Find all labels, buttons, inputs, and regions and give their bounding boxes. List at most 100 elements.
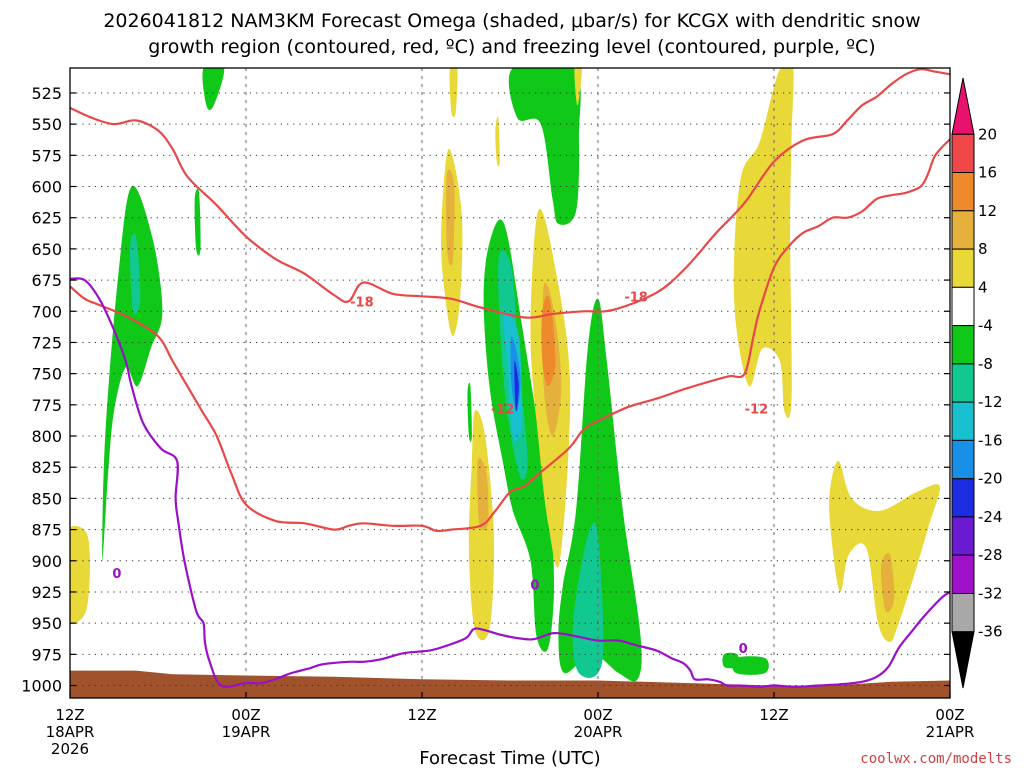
omega-lift-region-7	[477, 457, 489, 531]
contour-label-2: -12	[491, 403, 515, 418]
contour-label-5: 0	[530, 579, 539, 594]
colorbar-label-4: 4	[978, 278, 988, 296]
colorbar-max-triangle	[951, 77, 975, 135]
omega-lift-region-0	[70, 526, 90, 624]
omega-lift-region-4	[495, 116, 500, 167]
colorbar-label-12: -32	[978, 585, 1003, 603]
xtick-label-36-1: 20APR	[574, 723, 623, 741]
contour-label-3: -12	[745, 403, 769, 418]
colorbar-label-0: 20	[978, 125, 997, 143]
colorbar-label-5: -4	[978, 317, 993, 335]
colorbar-box-5	[951, 286, 975, 327]
xtick-label-60-1: 21APR	[926, 723, 975, 741]
ytick-label-950: 950	[31, 614, 62, 633]
ytick-label-875: 875	[31, 521, 62, 540]
colorbar-label-3: 8	[978, 240, 988, 258]
xtick-label-24-0: 12Z	[407, 706, 436, 724]
chart-title-line1: 2026041812 NAM3KM Forecast Omega (shaded…	[103, 10, 920, 32]
colorbar-label-2: 12	[978, 202, 997, 220]
omega-sink-region-12	[467, 382, 472, 442]
plot-area: -18 -18 -12 -12 0 0 0	[69, 67, 951, 699]
contour-0	[70, 277, 950, 688]
colorbar-box-9	[951, 439, 975, 480]
omega-lift-region-13	[880, 552, 895, 613]
contour-minus12	[70, 138, 950, 533]
y-axis: 525 550 575 600 625 650 675 700 725 750 775 800 825 8…	[21, 84, 950, 696]
contour-label-1: -18	[624, 290, 648, 305]
ytick-label-925: 925	[31, 583, 62, 602]
colorbar-box-12	[951, 554, 975, 595]
chart-title-line2: growth region (contoured, red, ºC) and f…	[148, 36, 875, 58]
contours	[70, 68, 950, 688]
ytick-label-650: 650	[31, 240, 62, 259]
colorbar-label-8: -16	[978, 431, 1003, 449]
ytick-label-975: 975	[31, 645, 62, 664]
omega-sink-region-11	[572, 522, 604, 678]
ytick-label-1000: 1000	[21, 677, 62, 696]
colorbar-box-7	[951, 363, 975, 403]
colorbar: 20 16 12 8 4 -4 -8 -12 -16 -20 -24 -28 -32 -36	[951, 77, 1003, 689]
colorbar-label-10: -24	[978, 508, 1003, 526]
omega-sink-region-8	[514, 360, 519, 412]
x-axis-label: Forecast Time (UTC)	[419, 748, 600, 768]
colorbar-label-1: 16	[978, 164, 997, 182]
contour-minus18	[70, 68, 950, 319]
colorbar-box-1	[951, 133, 975, 174]
omega-lift-region-10	[541, 295, 556, 387]
colorbar-box-2	[951, 172, 975, 212]
ytick-label-775: 775	[31, 396, 62, 415]
omega-sink-region-2	[202, 68, 225, 111]
omega-lift-region-5	[574, 68, 582, 106]
colorbar-min-triangle	[951, 631, 975, 689]
omega-sink-region-3	[194, 188, 201, 256]
colorbar-label-6: -8	[978, 355, 993, 373]
ytick-label-675: 675	[31, 271, 62, 290]
ytick-label-825: 825	[31, 458, 62, 477]
omega-sink-region-14	[732, 656, 769, 675]
colorbar-box-11	[951, 516, 975, 556]
ytick-label-575: 575	[31, 146, 62, 165]
ytick-label-625: 625	[31, 209, 62, 228]
ytick-label-750: 750	[31, 365, 62, 384]
omega-lift-region-3	[449, 68, 458, 118]
xtick-label-36-0: 00Z	[583, 706, 612, 724]
ytick-label-800: 800	[31, 427, 62, 446]
ytick-label-600: 600	[31, 178, 62, 197]
xtick-label-0-2: 2026	[51, 740, 89, 758]
omega-lift-region-2	[446, 169, 455, 267]
colorbar-box-10	[951, 478, 975, 518]
omega-sink-region-1	[130, 233, 141, 315]
colorbar-label-9: -20	[978, 470, 1003, 488]
contour-label-4: 0	[112, 567, 121, 582]
colorbar-box-13	[951, 593, 975, 633]
xtick-label-12-0: 00Z	[231, 706, 260, 724]
colorbar-label-7: -12	[978, 393, 1003, 411]
colorbar-label-13: -36	[978, 623, 1003, 641]
contour-label-6: 0	[739, 642, 748, 657]
colorbar-box-8	[951, 401, 975, 441]
omega-lift-region-12	[829, 460, 941, 642]
grid	[70, 68, 950, 698]
ytick-label-850: 850	[31, 489, 62, 508]
colorbar-box-4	[951, 248, 975, 288]
credit-text[interactable]: coolwx.com/modelts	[860, 751, 1012, 767]
ytick-label-700: 700	[31, 302, 62, 321]
plot-frame	[69, 67, 951, 699]
omega-sink-region-9	[508, 68, 581, 225]
xtick-label-0-1: 18APR	[46, 723, 95, 741]
colorbar-label-11: -28	[978, 546, 1003, 564]
terrain-band	[70, 670, 950, 698]
ytick-label-900: 900	[31, 552, 62, 571]
omega-shading	[70, 68, 941, 682]
xtick-label-48-0: 12Z	[759, 706, 788, 724]
xtick-label-12-1: 19APR	[222, 723, 271, 741]
xtick-label-60-0: 00Z	[935, 706, 964, 724]
xtick-label-0-0: 12Z	[55, 706, 84, 724]
contour-labels: -18 -18 -12 -12 0 0 0	[112, 290, 768, 657]
terrain	[70, 670, 950, 698]
ytick-label-725: 725	[31, 334, 62, 353]
ytick-label-550: 550	[31, 115, 62, 134]
ytick-label-525: 525	[31, 84, 62, 103]
